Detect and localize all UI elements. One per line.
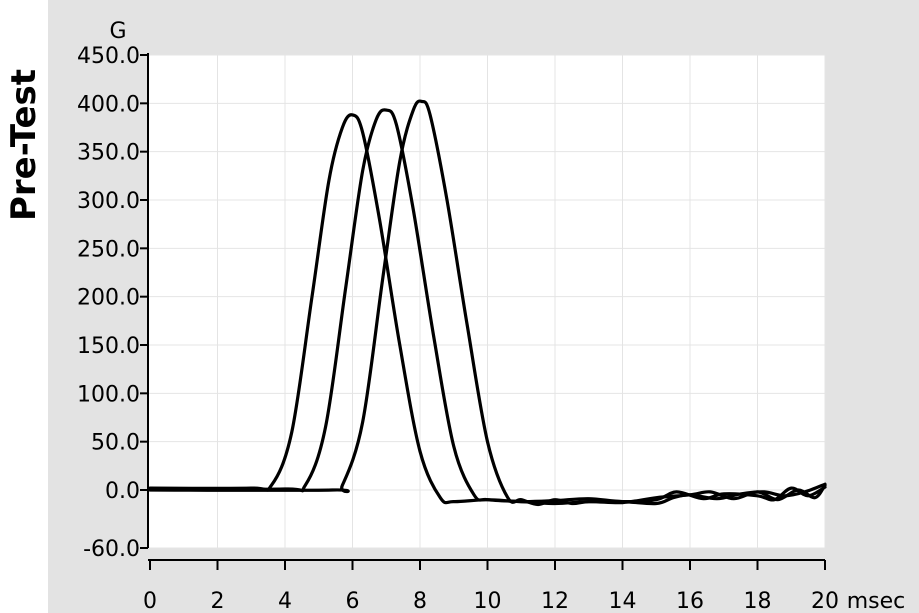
y-tick-label: 0.0 (105, 479, 140, 504)
x-tick-label: 20 (811, 589, 839, 613)
series-line-2 (148, 108, 827, 506)
x-tick-label: 6 (346, 589, 360, 613)
x-tick-label: 18 (744, 589, 772, 613)
y-tick-label: 450.0 (77, 44, 140, 69)
x-tick-label: 12 (541, 589, 569, 613)
x-tick-label: 10 (474, 589, 502, 613)
x-axis-unit-label: msec (847, 589, 906, 613)
x-tick-label: 16 (676, 589, 704, 613)
x-tick-label: 2 (211, 589, 225, 613)
y-tick-label: 50.0 (91, 431, 140, 456)
x-tick-label: 4 (278, 589, 292, 613)
y-tick-label: 100.0 (77, 382, 140, 407)
x-tick-label: 14 (609, 589, 637, 613)
series-line-3 (148, 99, 827, 507)
labels: 450.0400.0350.0300.0250.0200.0150.0100.0… (77, 19, 905, 613)
y-tick-label: 400.0 (77, 92, 140, 117)
y-tick-label: 150.0 (77, 334, 140, 359)
axes (140, 53, 826, 570)
series-line-1 (148, 113, 827, 505)
y-tick-label: 300.0 (77, 189, 140, 214)
x-tick-label: 8 (413, 589, 427, 613)
series-group (148, 99, 827, 507)
y-tick-label: 250.0 (77, 237, 140, 262)
plot-area (148, 55, 825, 548)
y-tick-label: 200.0 (77, 286, 140, 311)
side-title-panel: Pre-Test (0, 0, 48, 613)
x-tick-label: 0 (143, 589, 157, 613)
y-axis-unit-label: G (109, 19, 126, 44)
y-tick-label: 350.0 (77, 141, 140, 166)
y-tick-label: -60.0 (83, 537, 140, 562)
grid (148, 54, 826, 549)
